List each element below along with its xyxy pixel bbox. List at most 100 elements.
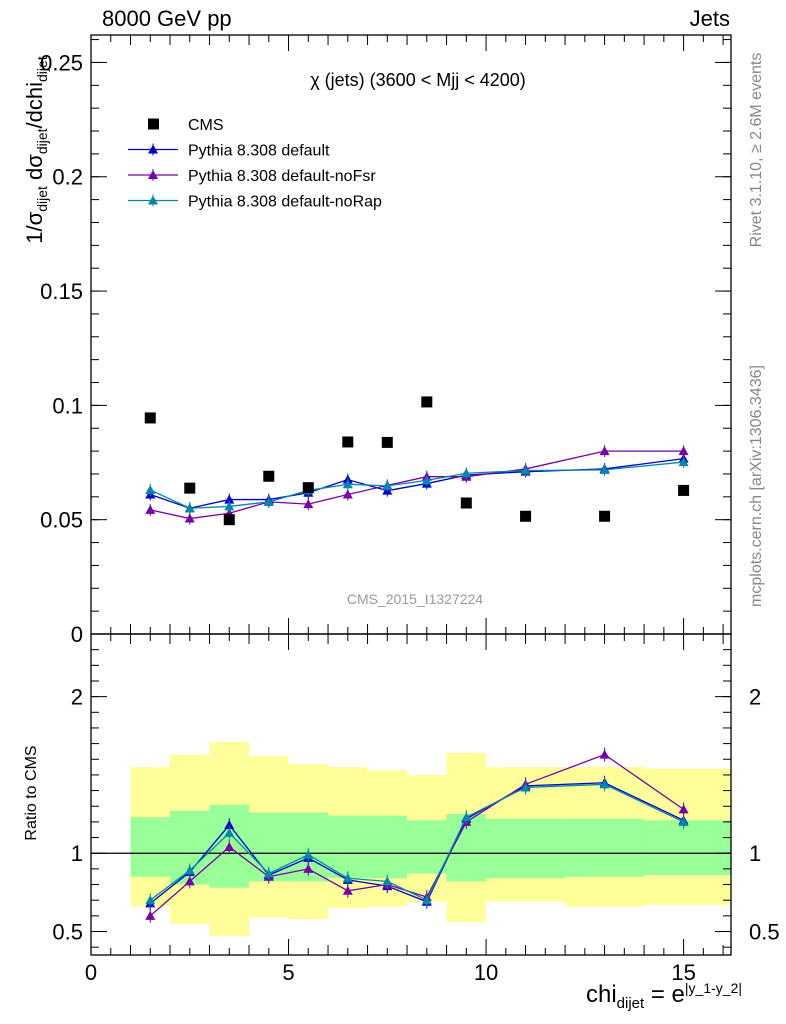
ratio-point-triangle	[599, 779, 610, 789]
analysis-watermark: CMS_2015_I1327224	[347, 591, 483, 607]
data-point-square	[223, 514, 235, 526]
ratio-point-triangle	[678, 804, 689, 814]
band-inner	[367, 815, 408, 879]
legend-marker-square	[148, 118, 159, 130]
ratio-y-axis-title: Ratio to CMS	[23, 745, 40, 841]
band-inner	[486, 818, 566, 879]
ratio-point-triangle	[382, 876, 393, 886]
ratio-line-3	[149, 783, 684, 902]
ratio-point-triangle	[263, 868, 274, 878]
x-axis-title: chidijet = e|y_1-y_2|	[585, 980, 742, 1012]
y-axis-title: 1/σdijet dσdijet/dchidijet	[21, 56, 51, 244]
main-plot: χ (jets) (3600 < Mjj < 4200) CMS_2015_I13…	[144, 70, 690, 607]
ratio-point-triangle	[342, 885, 353, 895]
ratio-point-triangle	[303, 863, 314, 873]
data-point-triangle	[520, 465, 531, 475]
legend-marker-triangle	[148, 170, 158, 179]
y-tick-label: 0.15	[40, 279, 83, 304]
band-inner	[328, 815, 368, 879]
data-point-square	[184, 482, 196, 494]
data-point-square	[342, 436, 354, 448]
series-line-2	[150, 450, 684, 520]
data-point-triangle	[145, 504, 156, 514]
data-point-square	[302, 482, 314, 494]
y-tick-label-right: 2	[749, 685, 761, 710]
ratio-point-triangle	[184, 865, 195, 875]
ratio-frame	[90, 633, 732, 956]
legend-label: Pythia 8.308 default-noFsr	[188, 168, 376, 185]
y-tick-label: 1	[71, 841, 83, 866]
x-tick-label: 5	[282, 960, 294, 985]
data-point-triangle	[263, 496, 274, 506]
data-point-triangle	[224, 501, 235, 511]
data-point-square	[678, 484, 690, 496]
process-label: Jets	[689, 6, 730, 31]
series-line-3	[149, 461, 684, 509]
band-inner	[644, 820, 731, 876]
data-point-triangle	[184, 503, 195, 513]
ratio-point-triangle	[224, 841, 235, 851]
y-tick-label: 0.05	[40, 508, 83, 533]
legend-marker-triangle	[148, 195, 158, 205]
data-point-square	[421, 396, 433, 408]
legend-label: CMS	[188, 117, 224, 134]
ratio-point-triangle	[145, 910, 156, 920]
data-point-square	[144, 412, 156, 424]
data-point-square	[381, 436, 393, 448]
ratio-point-triangle	[520, 782, 531, 792]
data-point-triangle	[461, 468, 472, 478]
rivet-version-label: Rivet 3.1.10, ≥ 2.6M events	[748, 52, 765, 248]
y-tick-label: 0.5	[52, 920, 83, 945]
ratio-line-1	[149, 782, 684, 904]
ratio-plot	[91, 747, 731, 923]
x-tick-label: 15	[671, 960, 695, 985]
band-inner	[130, 817, 171, 877]
data-point-triangle	[184, 513, 195, 523]
y-tick-label-right: 0.5	[749, 920, 780, 945]
y-tick-label: 0.2	[52, 165, 83, 190]
x-tick-label: 0	[85, 960, 97, 985]
data-point-triangle	[224, 494, 235, 504]
data-point-triangle	[342, 489, 353, 499]
ratio-point-triangle	[342, 873, 353, 883]
ratio-point-triangle	[421, 895, 432, 905]
y-tick-label-right: 1	[749, 841, 761, 866]
ratio-point-triangle	[184, 876, 195, 886]
plot-title: χ (jets) (3600 < Mjj < 4200)	[310, 70, 526, 90]
data-point-triangle	[421, 475, 432, 485]
ratio-point-triangle	[461, 812, 472, 822]
data-point-square	[263, 470, 275, 482]
legend-label: Pythia 8.308 default	[188, 143, 330, 160]
y-tick-label: 0.1	[52, 393, 83, 418]
ratio-point-triangle	[599, 749, 610, 759]
data-point-triangle	[145, 484, 156, 494]
data-point-triangle	[678, 446, 689, 456]
data-point-triangle	[303, 499, 314, 509]
ratio-point-triangle	[224, 827, 235, 837]
mcplots-label: mcplots.cern.ch [arXiv:1306.3436]	[748, 365, 765, 607]
data-point-triangle	[599, 446, 610, 456]
ratio-point-triangle	[145, 895, 156, 905]
ratio-line-2	[149, 753, 684, 917]
ratio-point-triangle	[678, 816, 689, 826]
beam-label: 8000 GeV pp	[102, 6, 232, 31]
x-tick-label: 10	[474, 960, 498, 985]
ratio-uncertainty-bands	[130, 742, 731, 937]
legend: CMS Pythia 8.308 default Pythia 8.308 defa…	[128, 117, 382, 211]
data-point-triangle	[382, 480, 393, 490]
ratio-point-triangle	[303, 849, 314, 859]
data-point-square	[599, 510, 611, 522]
main-frame	[90, 34, 732, 635]
band-inner	[407, 820, 447, 874]
y-tick-label: 2	[71, 685, 83, 710]
legend-label: Pythia 8.308 default-noRap	[188, 194, 382, 211]
data-point-triangle	[342, 479, 353, 489]
y-tick-label: 0.25	[40, 50, 83, 75]
data-point-square	[520, 510, 532, 522]
legend-marker-triangle	[148, 144, 158, 154]
ratio-point-triangle	[224, 820, 235, 830]
data-point-triangle	[678, 457, 689, 467]
band-inner	[565, 818, 645, 877]
